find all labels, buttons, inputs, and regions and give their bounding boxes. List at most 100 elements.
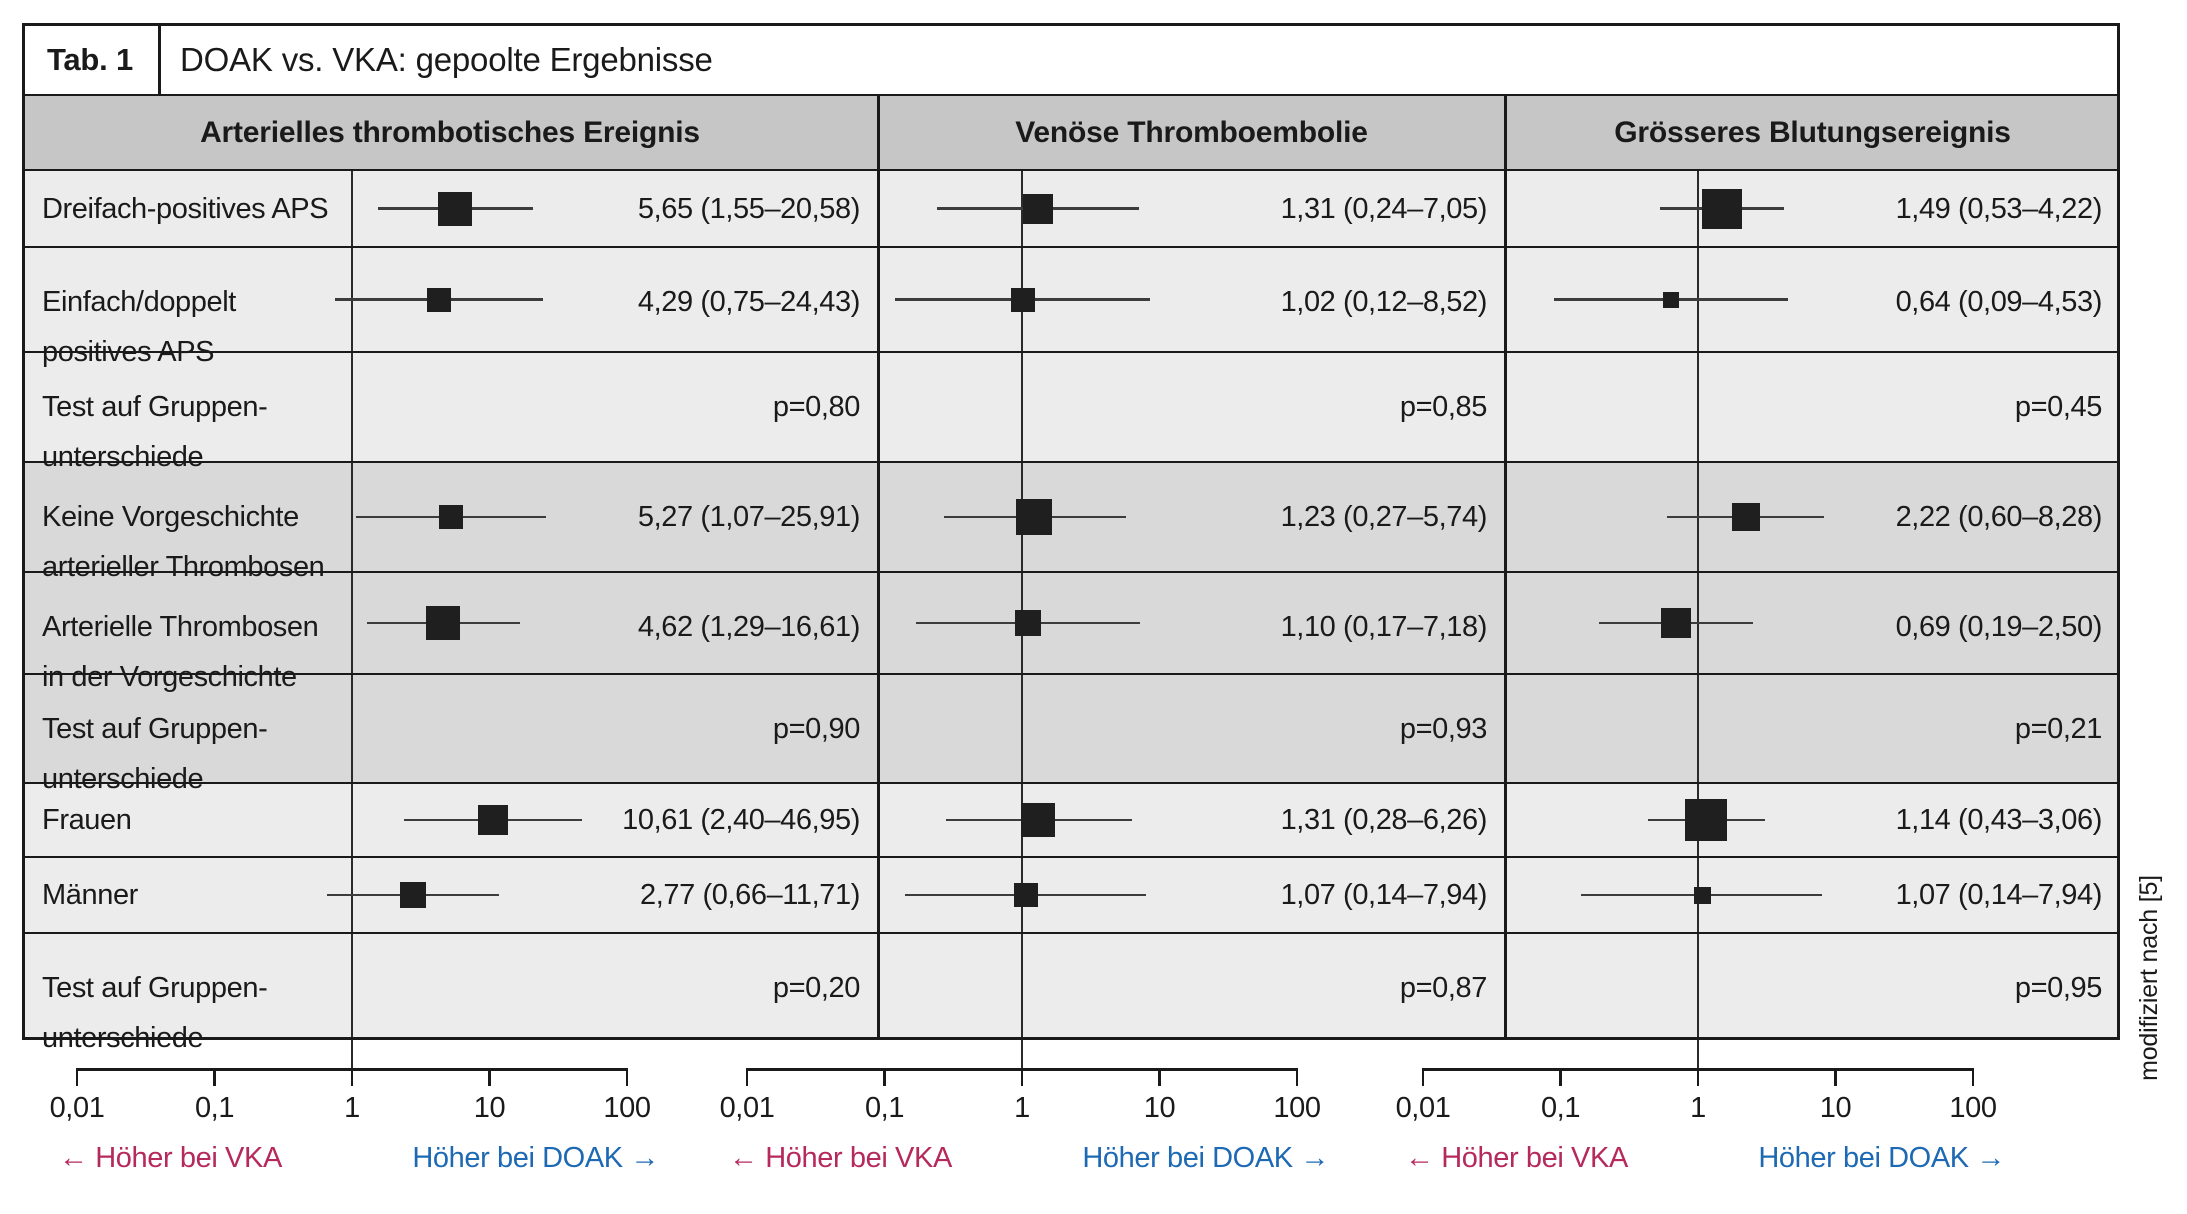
axis-tick-label: 1 [1690, 1092, 1706, 1124]
table-border [22, 245, 2120, 249]
estimate-text: 1,02 (0,12–8,52) [1280, 286, 1488, 318]
table-border [158, 24, 161, 95]
effect-marker [1684, 799, 1727, 841]
estimate-text: 5,65 (1,55–20,58) [637, 192, 861, 225]
axis-tick [745, 1068, 749, 1086]
estimate-text: 1,14 (0,43–3,06) [1895, 804, 2103, 836]
effect-marker [1016, 499, 1053, 535]
effect-marker [426, 606, 461, 640]
reference-line-or-1 [1697, 170, 1699, 1086]
effect-marker [1701, 188, 1742, 229]
axis-tick-label: 1 [344, 1092, 360, 1124]
estimate-text: 1,07 (0,14–7,94) [1280, 879, 1488, 911]
estimate-text: 5,27 (1,07–25,91) [637, 501, 861, 533]
table-border [22, 460, 2120, 464]
table-border [877, 95, 880, 1038]
table-border [22, 672, 2120, 676]
estimate-text: 1,10 (0,17–7,18) [1280, 611, 1488, 643]
axis-tick [1696, 1068, 1700, 1086]
axis-tick [1295, 1068, 1299, 1086]
effect-marker [478, 805, 509, 835]
table-border [22, 93, 2120, 97]
axis-tick-label: 10 [473, 1092, 506, 1124]
estimate-text: 1,07 (0,14–7,94) [1895, 879, 2103, 911]
effect-marker [1660, 608, 1691, 638]
p-value-text: p=0,85 [1399, 391, 1488, 423]
estimate-text: 4,29 (0,75–24,43) [637, 286, 861, 318]
row-background [22, 352, 2120, 462]
column-header: Arterielles thrombotisches Ereignis [200, 115, 700, 149]
effect-marker [1014, 610, 1041, 636]
axis-tick-label: 0,1 [194, 1092, 235, 1124]
estimate-text: 10,61 (2,40–46,95) [622, 804, 860, 836]
direction-label-vka: ← Höher bei VKA [1405, 1142, 1628, 1174]
estimate-text: 1,23 (0,27–5,74) [1280, 501, 1488, 533]
axis-tick [350, 1068, 354, 1086]
axis-tick-label: 100 [1273, 1092, 1321, 1124]
axis-tick [213, 1068, 216, 1086]
table-border [22, 855, 2120, 859]
axis-tick-label: 0,01 [719, 1092, 775, 1124]
effect-marker [439, 505, 464, 529]
table-tag: Tab. 1 [46, 41, 134, 77]
axis-tick [1834, 1068, 1837, 1086]
axis-tick [1020, 1068, 1024, 1086]
table-border [22, 1036, 2120, 1040]
row-background [22, 933, 2120, 1038]
table-header-background [22, 95, 2120, 170]
axis-tick-label: 0,01 [49, 1092, 105, 1124]
axis-tick [883, 1068, 886, 1086]
p-value-text: p=0,20 [772, 972, 861, 1004]
axis-tick [625, 1068, 629, 1086]
effect-marker [1023, 193, 1054, 224]
table-border [22, 350, 2120, 354]
p-value-text: p=0,21 [2014, 713, 2103, 745]
estimate-text: 1,31 (0,28–6,26) [1280, 804, 1488, 836]
p-value-text: p=0,80 [772, 391, 861, 423]
estimate-text: 1,49 (0,53–4,22) [1895, 192, 2103, 225]
estimate-text: 2,22 (0,60–8,28) [1895, 501, 2103, 533]
axis-tick [1158, 1068, 1161, 1086]
effect-marker [1021, 803, 1056, 837]
effect-marker [426, 287, 451, 312]
reference-line-or-1 [351, 170, 353, 1086]
estimate-text: 4,62 (1,29–16,61) [637, 611, 861, 643]
axis-tick [1971, 1068, 1975, 1086]
table-border [1504, 95, 1507, 1038]
axis-tick [1559, 1068, 1562, 1086]
axis-tick [488, 1068, 491, 1086]
source-note: modifiziert nach [5] [2134, 875, 2163, 1081]
table-border [2117, 24, 2120, 1038]
effect-marker [1693, 886, 1711, 904]
p-value-text: p=0,90 [772, 713, 861, 745]
table-border [22, 24, 25, 1038]
axis-tick-label: 0,01 [1395, 1092, 1451, 1124]
axis-tick-label: 10 [1819, 1092, 1852, 1124]
effect-marker [1014, 883, 1039, 907]
axis-tick [1421, 1068, 1425, 1086]
row-label: Dreifach-positives APS [42, 192, 329, 225]
effect-marker [1663, 291, 1680, 308]
direction-label-doak: Höher bei DOAK → [1082, 1142, 1329, 1174]
row-background [22, 674, 2120, 783]
column-header: Venöse Thromboembolie [1015, 115, 1368, 149]
row-label: Frauen [42, 804, 132, 836]
estimate-text: 2,77 (0,66–11,71) [639, 879, 860, 911]
effect-marker [399, 882, 426, 908]
axis-tick-label: 10 [1143, 1092, 1176, 1124]
p-value-text: p=0,87 [1399, 972, 1488, 1004]
row-label: Test auf Gruppen- unterschiede [42, 972, 268, 1054]
direction-label-vka: ← Höher bei VKA [729, 1142, 952, 1174]
estimate-text: 1,31 (0,24–7,05) [1280, 192, 1488, 225]
estimate-text: 0,69 (0,19–2,50) [1895, 611, 2103, 643]
axis-tick-label: 100 [603, 1092, 651, 1124]
estimate-text: 0,64 (0,09–4,53) [1895, 286, 2103, 318]
column-header: Grösseres Blutungsereignis [1614, 115, 2011, 149]
table-border [22, 570, 2120, 574]
p-value-text: p=0,95 [2014, 972, 2103, 1004]
axis-tick-label: 100 [1949, 1092, 1997, 1124]
effect-marker [1011, 287, 1036, 312]
direction-label-doak: Höher bei DOAK → [1758, 1142, 2005, 1174]
direction-label-vka: ← Höher bei VKA [59, 1142, 282, 1174]
